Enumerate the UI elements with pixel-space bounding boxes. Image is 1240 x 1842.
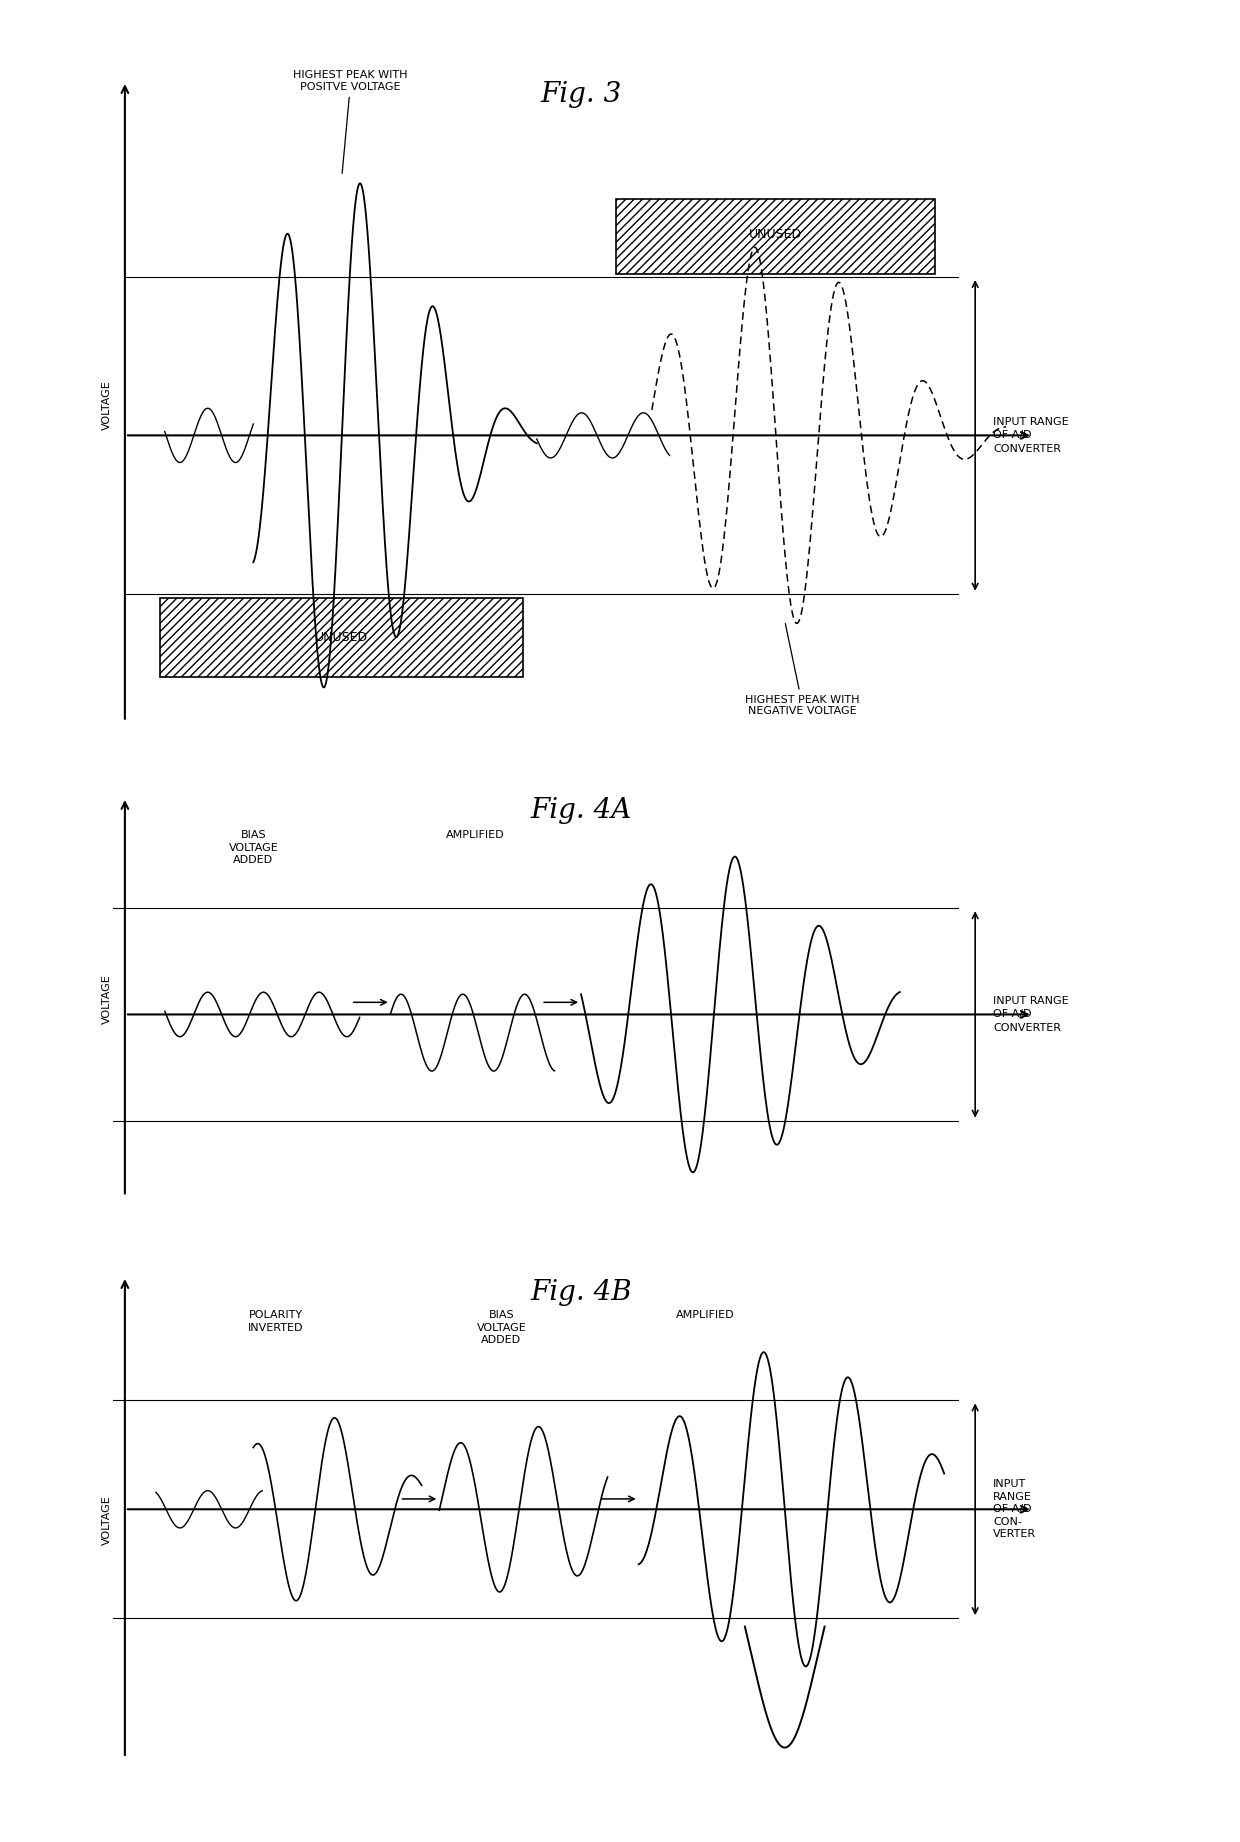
Text: UNUSED: UNUSED [315, 630, 368, 645]
Text: Fig. 3: Fig. 3 [541, 81, 621, 109]
Text: POLARITY
INVERTED: POLARITY INVERTED [248, 1310, 304, 1334]
Text: Fig. 4A: Fig. 4A [531, 798, 631, 823]
Bar [616, 199, 935, 274]
Text: BIAS
VOLTAGE
ADDED: BIAS VOLTAGE ADDED [476, 1310, 526, 1345]
Text: Fig. 4B: Fig. 4B [531, 1278, 632, 1306]
Text: BIAS
VOLTAGE
ADDED: BIAS VOLTAGE ADDED [228, 831, 278, 866]
Text: HIGHEST PEAK WITH
NEGATIVE VOLTAGE: HIGHEST PEAK WITH NEGATIVE VOLTAGE [745, 623, 859, 717]
Text: INPUT
RANGE
OF A/D
CON-
VERTER: INPUT RANGE OF A/D CON- VERTER [993, 1479, 1035, 1540]
Text: INPUT RANGE
OF A/D
CONVERTER: INPUT RANGE OF A/D CONVERTER [993, 997, 1069, 1033]
Text: AMPLIFIED: AMPLIFIED [445, 831, 503, 840]
Bar [160, 599, 523, 676]
Text: HIGHEST PEAK WITH
POSITVE VOLTAGE: HIGHEST PEAK WITH POSITVE VOLTAGE [294, 70, 408, 173]
Text: VOLTAGE: VOLTAGE [102, 1494, 112, 1545]
Text: INPUT RANGE
OF A/D
CONVERTER: INPUT RANGE OF A/D CONVERTER [993, 416, 1069, 453]
Text: AMPLIFIED: AMPLIFIED [676, 1310, 734, 1321]
Text: VOLTAGE: VOLTAGE [102, 974, 112, 1024]
Text: UNUSED: UNUSED [749, 228, 802, 241]
Text: VOLTAGE: VOLTAGE [102, 379, 112, 431]
